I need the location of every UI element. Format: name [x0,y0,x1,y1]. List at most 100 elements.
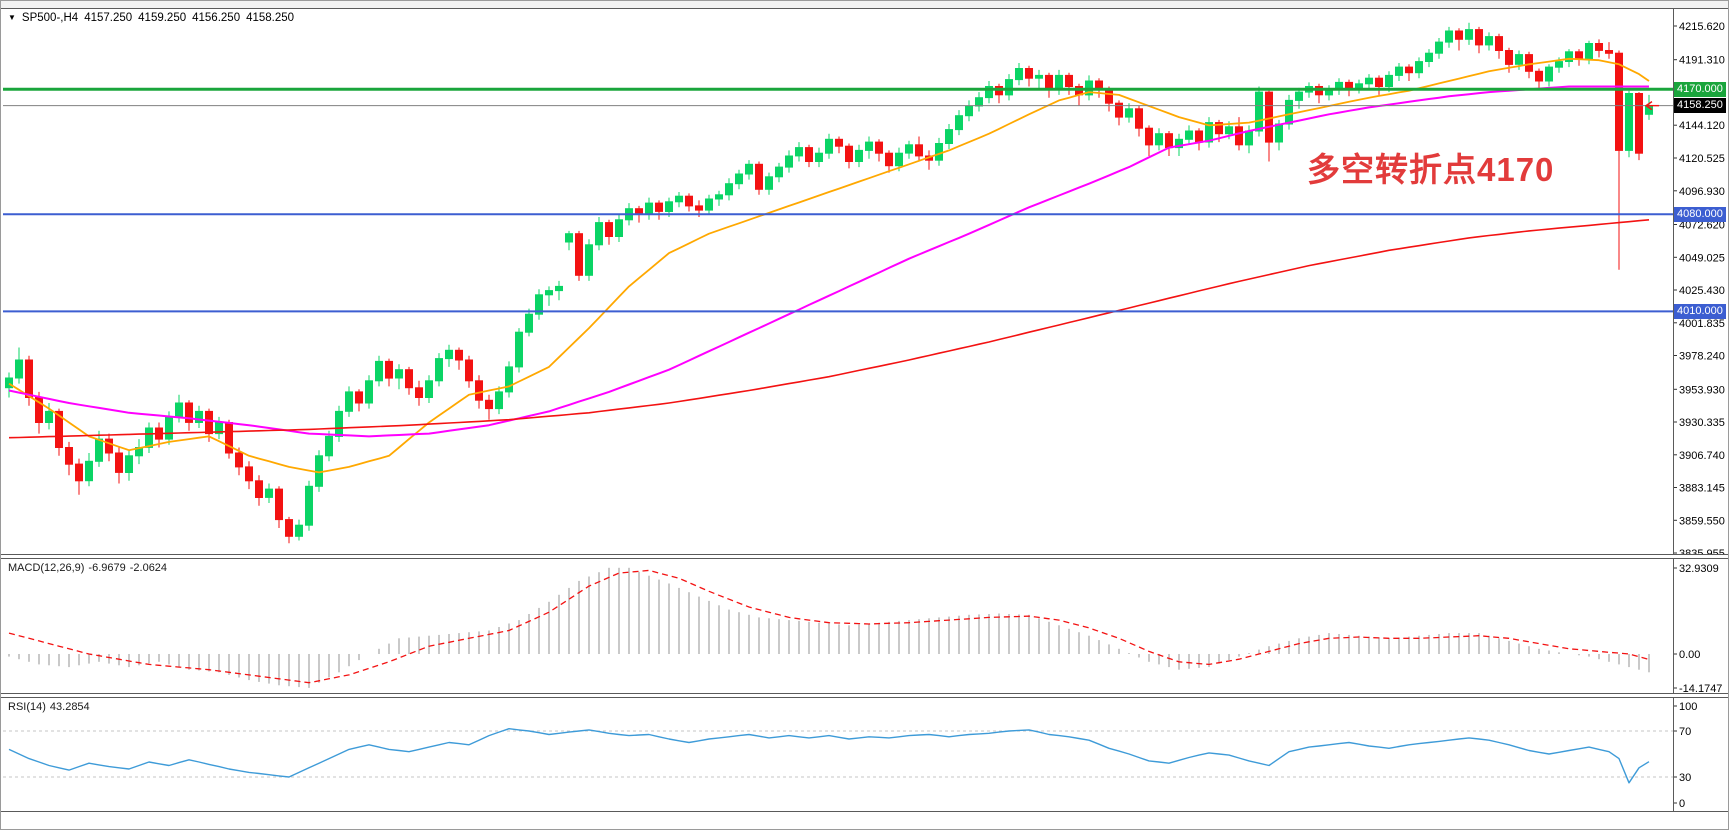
candle-body [225,422,233,454]
candle-body [1625,93,1633,151]
time-axis[interactable] [1,811,1728,829]
candle-body [285,519,293,537]
macd-main-value: -6.9679 [88,562,126,574]
price-tick-label: 4072.620 [1679,220,1725,232]
candle-body [595,222,603,246]
candle-body [805,147,813,163]
candle-body [305,485,313,526]
candle-body [945,129,953,145]
rsi-value: 43.2854 [49,701,90,713]
price-tick-label: 4191.310 [1679,55,1725,67]
candle-body [465,359,473,382]
candle-body [1425,52,1433,63]
candle-body [115,452,123,473]
candle-body [1045,74,1053,90]
candle-body [515,331,523,368]
last-price-arrowhead-icon [1644,101,1653,111]
candle-body [105,438,113,454]
candle-body [5,377,13,389]
rsi-axis-label: 100 [1679,701,1697,713]
candle-body [705,198,713,211]
candle-body [1545,66,1553,82]
panel-splitter-macd[interactable] [1,554,1728,559]
candle-body [415,387,423,398]
price-tick-label: 3883.145 [1679,483,1725,495]
candle-body [1605,50,1613,54]
candle-body [1615,52,1623,151]
candle-body [25,359,33,398]
candle-body [325,435,333,457]
macd-plot[interactable] [8,567,1650,688]
candle-body [795,147,803,157]
candle-body [825,138,833,154]
candle-body [45,410,53,423]
candle-body [1585,43,1593,60]
candle-body [975,97,983,107]
candle-body [1565,51,1573,62]
candle-body [1245,130,1253,146]
candle-body [375,360,383,382]
main-chart-overlays[interactable] [3,57,1673,474]
candle-body [645,202,653,215]
candle-body [235,452,243,468]
candle-body [355,391,363,404]
annotation-text[interactable]: 多空转折点4170 [1307,151,1555,188]
rsi-axis-label: 70 [1679,726,1691,738]
candle-body [735,173,743,185]
candle-body [55,410,63,448]
candle-body [335,410,343,437]
price-tick-label: 3906.740 [1679,450,1725,462]
candle-body [1185,130,1193,140]
candle-body [855,149,863,162]
panel-splitter-rsi[interactable] [1,693,1728,698]
candle-body [915,144,923,157]
rsi-plot[interactable] [3,728,1673,784]
candle-body [1345,81,1353,89]
macd-name: MACD(12,26,9) [8,562,85,574]
candle-body [1455,30,1463,40]
candle-body [1535,70,1543,82]
candle-body [405,369,413,389]
price-axis[interactable]: 4215.620 4191.310 4144.120 4120.525 4096.930… [1673,21,1725,810]
price-tick-label: 4025.430 [1679,285,1725,297]
symbol-dropdown-icon[interactable]: ▼ [8,13,16,22]
candle-body [835,138,843,147]
candle-body [475,380,483,401]
candle-body [875,141,883,154]
candle-body [615,219,623,238]
main-chart-plot[interactable] [5,22,1653,544]
candle-body [505,366,513,393]
candle-body [775,166,783,178]
candle-body [455,349,463,361]
candle-body [1395,66,1403,76]
candle-body [345,391,353,412]
candle-body [905,144,913,154]
candle-body [1235,126,1243,146]
price-tick-label: 4120.525 [1679,153,1725,165]
candle-body [195,410,203,423]
slow-ma-red [8,219,1650,439]
candle-body [1485,36,1493,46]
candle-body [1515,54,1523,65]
candle-body [1055,74,1063,90]
macd-signal-value: -2.0624 [129,562,168,574]
candle-body [1275,123,1283,143]
candle-body [165,416,173,440]
macd-axis-label: 32.9309 [1679,563,1719,575]
candle-body [1525,54,1533,72]
candle-body [545,290,553,296]
price-tick-label: 3859.550 [1679,515,1725,527]
candle-body [1165,133,1173,149]
chart-title: ▼ SP500-,H4 4157.250 4159.250 4156.250 4… [8,12,294,24]
candle-body [275,488,283,521]
candle-body [1025,68,1033,79]
candle-body [525,313,533,333]
rsi-axis-label: 30 [1679,772,1691,784]
price-tick-label: 3978.240 [1679,351,1725,363]
candle-body [785,155,793,168]
candle-body [575,233,583,276]
candle-body [685,195,693,207]
candle-body [845,145,853,162]
price-tick-label: 4096.930 [1679,186,1725,198]
candle-body [815,152,823,162]
